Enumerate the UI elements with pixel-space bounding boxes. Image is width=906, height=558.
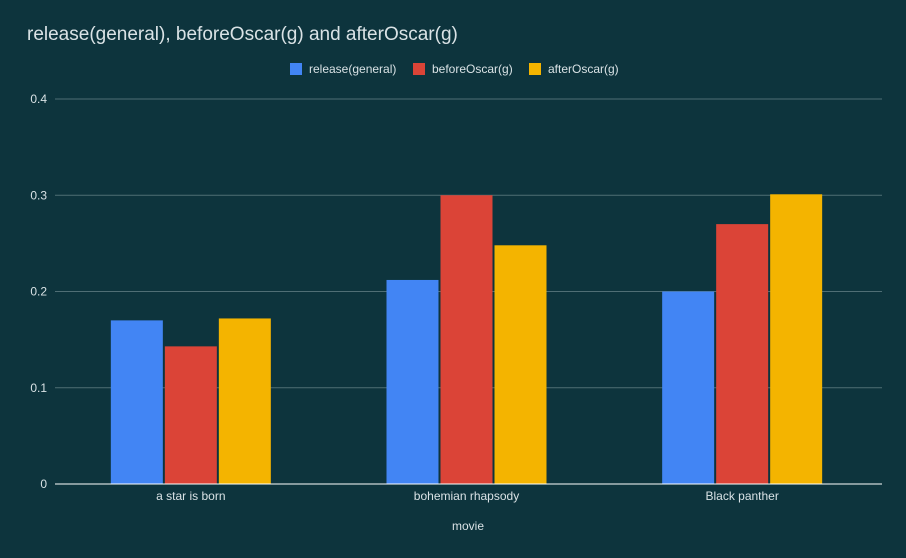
chart-title: release(general), beforeOscar(g) and aft… (27, 24, 458, 45)
bar-afteroscar-g-0 (218, 318, 271, 484)
y-tick-label: 0.2 (30, 285, 47, 299)
x-tick-label: a star is born (156, 489, 225, 503)
x-tick-label: bohemian rhapsody (414, 489, 519, 503)
bar-afteroscar-g-1 (494, 245, 547, 484)
x-axis-ticks: a star is born bohemian rhapsody Black pan… (156, 489, 779, 503)
y-axis-ticks: 0 0.1 0.2 0.3 0.4 (30, 92, 47, 491)
legend-label: release(general) (309, 62, 396, 76)
x-axis-label: movie (452, 519, 484, 533)
legend-label: beforeOscar(g) (432, 62, 513, 76)
legend: release(general) beforeOscar(g) afterOscar… (290, 62, 619, 76)
bar-beforeoscar-g-2 (716, 224, 769, 484)
legend-swatch (290, 63, 302, 75)
bar-beforeoscar-g-0 (164, 346, 217, 484)
legend-swatch (529, 63, 541, 75)
y-tick-label: 0.3 (30, 188, 47, 202)
x-tick-label: Black panther (705, 489, 778, 503)
bars (110, 194, 823, 484)
bar-afteroscar-g-2 (770, 194, 823, 484)
y-tick-label: 0.1 (30, 381, 47, 395)
bar-release-general-2 (662, 291, 715, 484)
legend-swatch (413, 63, 425, 75)
bar-beforeoscar-g-1 (440, 195, 493, 484)
y-tick-label: 0.4 (30, 92, 47, 106)
bar-release-general-1 (386, 279, 439, 484)
legend-label: afterOscar(g) (548, 62, 619, 76)
y-tick-label: 0 (40, 477, 47, 491)
bar-release-general-0 (110, 320, 163, 484)
